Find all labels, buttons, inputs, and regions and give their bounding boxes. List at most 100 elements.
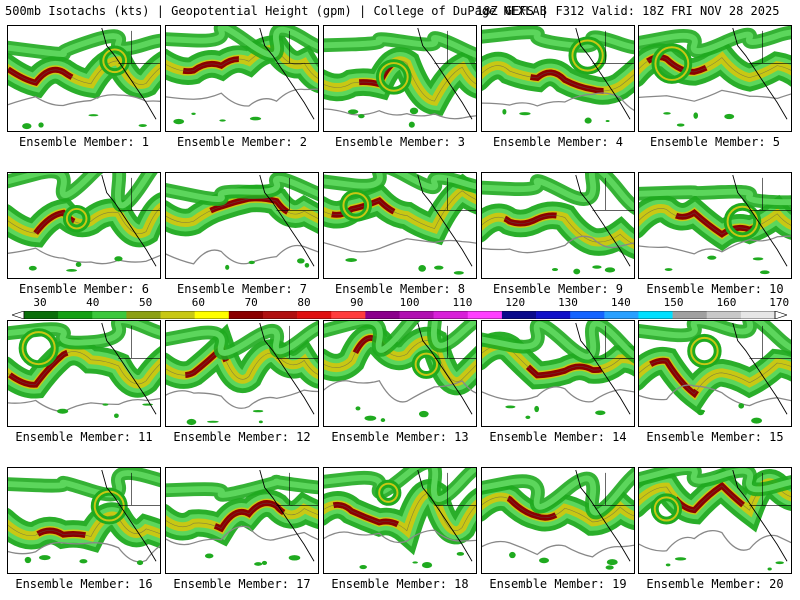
coastline: [575, 322, 631, 415]
political-border: [276, 30, 318, 64]
ensemble-member-3-map: [323, 25, 477, 132]
height-contour: [324, 108, 476, 120]
ensemble-member-label: Ensemble Member: 7: [176, 282, 308, 296]
height-contour: [8, 541, 160, 563]
height-contour: [482, 540, 634, 558]
ensemble-member-label: Ensemble Member: 3: [334, 135, 466, 149]
ensemble-member-8-map: [323, 172, 477, 279]
coastline: [732, 469, 788, 562]
political-border: [592, 30, 634, 64]
ensemble-member-9-map: [481, 172, 635, 279]
ensemble-member-10-map: [638, 172, 792, 279]
coastline: [732, 174, 788, 267]
jet-stream-field: [8, 29, 160, 99]
jet-stream-field: [482, 173, 634, 260]
coastline: [101, 27, 157, 120]
colorbar-tick-label: 130: [558, 296, 578, 309]
colorbar-tick-label: 170: [769, 296, 790, 309]
coastline: [575, 27, 631, 120]
ensemble-member-label: Ensemble Member: 5: [649, 135, 781, 149]
ensemble-member-label: Ensemble Member: 14: [489, 430, 627, 444]
colorbar-swatch: [433, 311, 469, 319]
ensemble-member-label: Ensemble Member: 13: [331, 430, 469, 444]
ensemble-member-label: Ensemble Member: 2: [176, 135, 308, 149]
political-border: [118, 177, 160, 211]
coastline: [732, 322, 788, 415]
colorbar-right-arrow: [774, 311, 787, 319]
height-contour: [8, 397, 160, 413]
coastline: [417, 27, 473, 120]
political-border: [749, 30, 791, 64]
colorbar-tick-label: 160: [716, 296, 737, 309]
political-border: [434, 177, 476, 211]
jet-stream-field: [166, 173, 318, 237]
ensemble-member-2-map: [165, 25, 319, 132]
coastline: [575, 174, 631, 267]
jet-stream-field: [482, 321, 634, 390]
coastline: [101, 322, 157, 415]
height-contour: [8, 247, 160, 265]
colorbar-swatch: [126, 311, 161, 319]
colorbar-tick-label: 100: [399, 296, 420, 309]
colorbar-tick-label: 30: [33, 296, 47, 309]
ensemble-member-20-map: [638, 467, 792, 574]
height-contour: [324, 529, 476, 544]
colorbar-swatch: [92, 311, 127, 319]
political-border: [434, 30, 476, 64]
ensemble-member-17-map: [165, 467, 319, 574]
jet-stream-field: [639, 184, 791, 252]
jet-stream-field: [8, 173, 160, 248]
political-border: [118, 325, 160, 359]
coastline: [101, 469, 157, 562]
ensemble-member-label: Ensemble Member: 12: [173, 430, 311, 444]
jet-stream-field: [166, 26, 318, 93]
coastline: [101, 174, 157, 267]
coastline: [259, 174, 315, 267]
height-contour: [639, 89, 791, 102]
jet-stream-field: [166, 474, 318, 547]
colorbar-swatch: [160, 311, 195, 319]
jet-stream-field: [639, 468, 791, 533]
colorbar-left-arrow: [12, 311, 25, 319]
jet-stream-field: [482, 26, 634, 105]
coastline: [417, 322, 473, 415]
ensemble-member-label: Ensemble Member: 6: [18, 282, 150, 296]
political-border: [749, 472, 791, 506]
ensemble-member-label: Ensemble Member: 19: [489, 577, 627, 591]
colorbar-tick-label: 80: [297, 296, 311, 309]
political-border: [118, 472, 160, 506]
colorbar-tick-label: 150: [663, 296, 684, 309]
colorbar-swatch: [297, 311, 332, 319]
coastline: [417, 174, 473, 267]
ensemble-member-label: Ensemble Member: 18: [331, 577, 469, 591]
ensemble-member-13-map: [323, 320, 477, 427]
jet-stream-field: [324, 173, 476, 246]
coastline: [732, 27, 788, 120]
political-border: [592, 472, 634, 506]
ensemble-member-7-map: [165, 172, 319, 279]
political-border: [434, 325, 476, 359]
ensemble-member-label: Ensemble Member: 9: [492, 282, 624, 296]
colorbar-tick-label: 120: [505, 296, 526, 309]
colorbar-swatch: [706, 311, 742, 319]
height-contour: [166, 88, 318, 107]
jet-stream-field: [482, 468, 634, 536]
political-border: [276, 325, 318, 359]
colorbar-swatch: [58, 311, 93, 319]
colorbar-swatch: [228, 311, 264, 319]
height-contour: [482, 235, 634, 254]
political-border: [749, 325, 791, 359]
ensemble-member-5-map: [638, 25, 792, 132]
colorbar-swatch: [24, 311, 59, 319]
isotach-colorbar: [12, 311, 787, 319]
colorbar-swatch: [604, 311, 639, 319]
coastline: [259, 322, 315, 415]
political-border: [118, 30, 160, 64]
colorbar-tick-label: 110: [452, 296, 473, 309]
jet-stream-field: [8, 321, 160, 399]
ensemble-member-label: Ensemble Member: 20: [646, 577, 784, 591]
colorbar-swatch: [740, 311, 776, 319]
colorbar-swatch: [536, 311, 571, 319]
ensemble-member-12-map: [165, 320, 319, 427]
ensemble-member-19-map: [481, 467, 635, 574]
